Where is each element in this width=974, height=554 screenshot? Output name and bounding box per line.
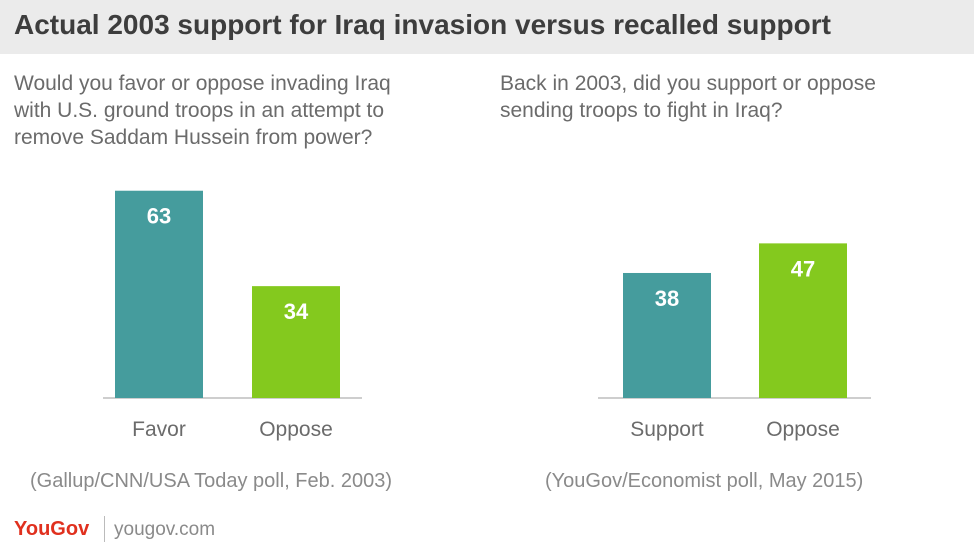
right-chart-source: (YouGov/Economist poll, May 2015): [545, 470, 864, 492]
chart-title: Actual 2003 support for Iraq invasion ve…: [14, 9, 831, 40]
category-label-1-0: Support: [630, 418, 704, 441]
data-label-1-1: 47: [791, 256, 815, 281]
bar-support-1: [623, 272, 711, 398]
bar-favor-0: [115, 190, 203, 398]
yougov-logo: YouGov: [14, 518, 90, 540]
left-chart-source: (Gallup/CNN/USA Today poll, Feb. 2003): [30, 470, 393, 492]
footer-divider: [104, 516, 105, 542]
data-label-0-0: 63: [147, 204, 171, 229]
data-label-0-1: 34: [284, 299, 309, 324]
category-label-1-1: Oppose: [766, 418, 840, 441]
data-label-1-0: 38: [655, 286, 679, 311]
footer-site[interactable]: yougov.com: [114, 519, 216, 540]
title-bar: [0, 0, 974, 54]
category-label-0-1: Oppose: [259, 418, 333, 441]
bar-oppose-0: [252, 286, 340, 398]
bar-oppose-1: [759, 243, 847, 398]
right-chart-question: Back in 2003, did you support or oppose …: [500, 72, 876, 122]
left-chart-question: Would you favor or oppose invading Iraq …: [14, 72, 391, 149]
category-label-0-0: Favor: [132, 418, 186, 441]
